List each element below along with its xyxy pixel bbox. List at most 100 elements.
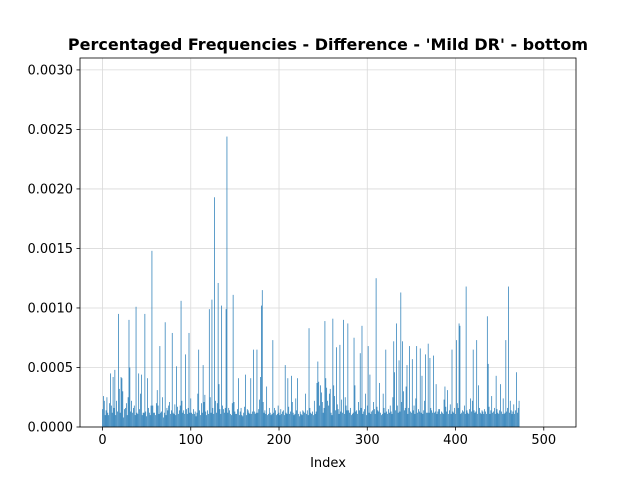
bar (208, 309, 210, 427)
y-tick-label: 0.0000 (28, 421, 74, 436)
bar (183, 410, 185, 427)
bar (121, 378, 123, 427)
bar (188, 332, 190, 427)
bar (246, 409, 248, 427)
bar (328, 393, 330, 427)
bar (231, 415, 232, 427)
bar (357, 413, 358, 427)
bar (133, 407, 134, 427)
bar (373, 409, 375, 427)
bar (127, 397, 129, 427)
bar (490, 410, 492, 427)
bar (368, 412, 370, 427)
x-tick-label: 400 (443, 433, 468, 448)
bar (393, 341, 395, 427)
bar (471, 411, 472, 427)
bar (276, 413, 278, 427)
bar (397, 412, 399, 427)
bar (378, 411, 380, 427)
bar (181, 400, 183, 427)
bar (207, 410, 208, 427)
bar (204, 394, 206, 427)
bar (483, 413, 485, 427)
bar (314, 413, 316, 427)
bar (222, 405, 223, 427)
y-tick-label: 0.0025 (28, 123, 74, 138)
bar (351, 413, 353, 427)
bar (439, 409, 440, 427)
plot-frame (79, 57, 577, 428)
bar (319, 405, 320, 427)
bar (388, 409, 389, 427)
bar (382, 393, 384, 427)
bar (464, 413, 466, 427)
bar (510, 410, 512, 427)
bar (512, 411, 514, 427)
bar (341, 399, 343, 427)
bar (119, 412, 121, 427)
bar (358, 410, 360, 427)
bar (405, 386, 407, 427)
bar (136, 412, 138, 427)
bar (414, 413, 416, 427)
bar (273, 412, 275, 427)
bar (117, 411, 118, 427)
bar (137, 413, 139, 427)
bar (163, 412, 165, 427)
bar (155, 415, 156, 427)
bar (128, 319, 130, 427)
bar (321, 402, 323, 427)
bar (482, 411, 484, 427)
bar (313, 400, 315, 427)
bar (474, 412, 476, 427)
bar (263, 412, 265, 427)
y-tick-label: 0.0015 (28, 242, 74, 257)
bar (320, 385, 321, 427)
bar (331, 415, 333, 427)
bar (346, 410, 348, 427)
bar (485, 411, 486, 427)
bar (245, 374, 246, 427)
bar (278, 412, 280, 427)
bar (144, 313, 146, 427)
bar (246, 415, 247, 427)
bar (240, 407, 242, 427)
bar (284, 365, 286, 427)
bar (195, 416, 197, 427)
bar (200, 415, 201, 427)
bar (508, 286, 509, 427)
bar (337, 409, 339, 427)
bar (501, 411, 502, 427)
bar (435, 384, 437, 427)
bar (404, 407, 406, 427)
bar (205, 411, 207, 427)
bar (172, 412, 174, 427)
bar (434, 411, 436, 427)
bar (401, 402, 403, 427)
bar (108, 415, 110, 427)
bar (403, 391, 404, 427)
bar (362, 413, 364, 427)
bar (238, 378, 239, 427)
bar (318, 381, 320, 427)
bar (305, 393, 306, 427)
bar (146, 416, 147, 427)
bar (160, 412, 162, 427)
bar (154, 412, 155, 427)
bar (493, 411, 494, 427)
bar (255, 412, 257, 427)
bar (395, 410, 396, 427)
bar (370, 413, 372, 427)
bar (403, 410, 405, 427)
bar (484, 409, 486, 427)
bar (123, 417, 125, 427)
bar (472, 349, 474, 427)
bar (498, 413, 500, 427)
bar (118, 313, 119, 427)
bar (457, 407, 459, 427)
bar (242, 416, 244, 427)
bar (502, 398, 504, 427)
bar (423, 410, 425, 427)
bar (492, 412, 493, 427)
